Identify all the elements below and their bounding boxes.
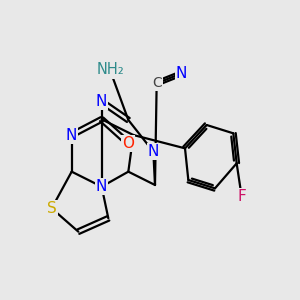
Text: N: N	[96, 179, 107, 194]
Text: S: S	[47, 201, 56, 216]
Text: N: N	[148, 144, 159, 159]
Text: F: F	[237, 189, 246, 204]
Text: NH₂: NH₂	[96, 62, 124, 77]
Text: C: C	[152, 76, 161, 90]
Text: O: O	[122, 136, 134, 151]
Text: N: N	[66, 128, 77, 142]
Text: N: N	[176, 66, 188, 81]
Text: N: N	[96, 94, 107, 109]
